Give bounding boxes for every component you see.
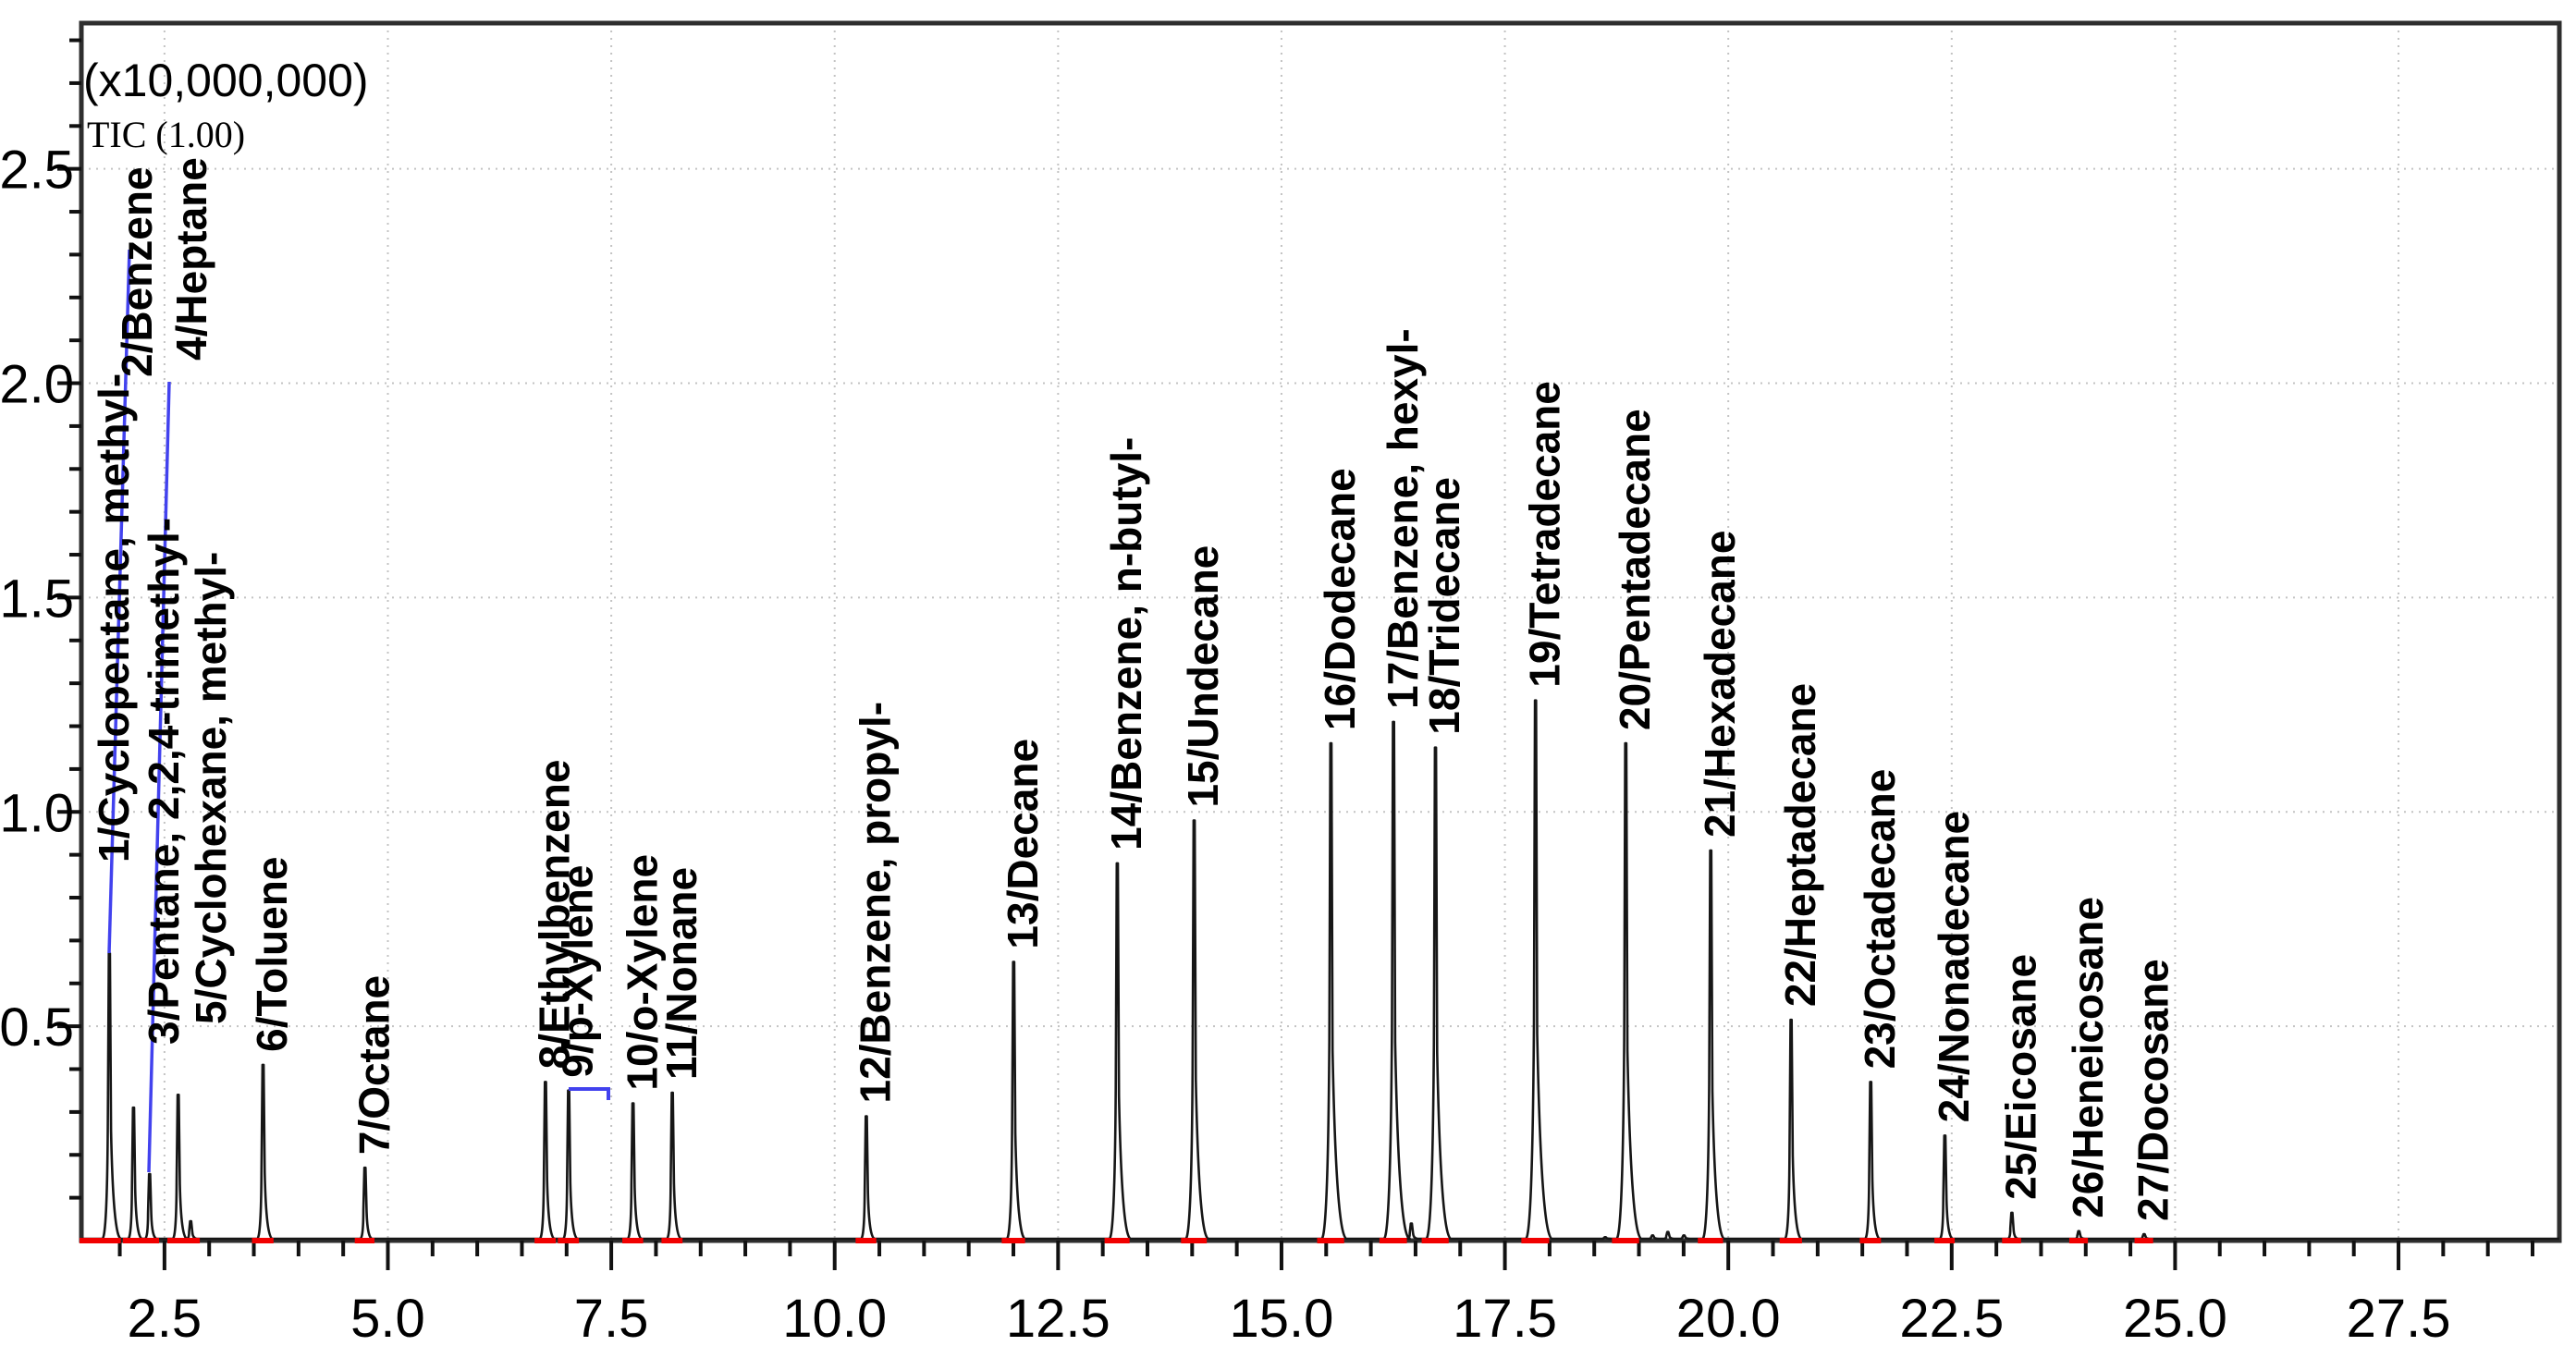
- x-tick-label: 5.0: [350, 1289, 425, 1349]
- y-tick-label: 1.5: [0, 569, 74, 629]
- x-tick-label: 22.5: [1899, 1289, 2004, 1349]
- peak-label: 6/Toluene: [248, 857, 296, 1052]
- y-axis-scale-label: (x10,000,000): [83, 55, 369, 106]
- peak-label: 15/Undecane: [1179, 545, 1227, 808]
- peak-label: 17/Benzene, hexyl-: [1379, 328, 1427, 709]
- peak-label: 16/Dodecane: [1316, 468, 1364, 730]
- peak-label: 27/Docosane: [2129, 959, 2177, 1221]
- peak-label: 12/Benzene, propyl-: [852, 702, 900, 1104]
- peak-label: 7/Octane: [350, 975, 398, 1155]
- peak-label: 1/Cyclopentane, methyl-: [90, 373, 138, 863]
- peak-label: 10/o-Xylene: [618, 854, 666, 1091]
- peak-label: 4/Heptane: [167, 157, 215, 361]
- signal-type-label: TIC (1.00): [87, 114, 246, 155]
- x-tick-label: 25.0: [2123, 1289, 2227, 1349]
- y-tick-label: 1.0: [0, 783, 74, 843]
- peak-label: 19/Tetradecane: [1520, 381, 1568, 688]
- peak-label: 22/Heptadecane: [1776, 683, 1824, 1007]
- x-tick-label: 12.5: [1006, 1289, 1110, 1349]
- y-tick-label: 2.5: [0, 141, 74, 201]
- peak-label: 13/Decane: [999, 739, 1047, 949]
- peak-label: 3/Pentane, 2,2,4-trimethyl-: [140, 518, 188, 1045]
- chromatogram-trace: [81, 699, 2559, 1241]
- peak-label: 24/Nonadecane: [1930, 811, 1978, 1122]
- peak-label: 8/Ethylbenzene: [531, 760, 579, 1070]
- x-tick-label: 2.5: [128, 1289, 202, 1349]
- peak-label: 9/p-Xylene: [554, 865, 602, 1078]
- x-tick-label: 20.0: [1676, 1289, 1781, 1349]
- peak-label: 20/Pentadecane: [1611, 409, 1659, 730]
- peak-label: 2/Benzene: [113, 166, 161, 377]
- peak-label: 18/Tridecane: [1420, 477, 1468, 735]
- peak-label: 21/Hexadecane: [1696, 531, 1744, 838]
- peak-label: 23/Octadecane: [1856, 769, 1904, 1070]
- x-tick-label: 27.5: [2347, 1289, 2451, 1349]
- peak-group-bracket: [569, 1087, 610, 1100]
- peak-label: 5/Cyclohexane, methyl-: [187, 552, 235, 1024]
- peak-label: 26/Heneicosane: [2064, 897, 2112, 1218]
- peak-leader-line: [107, 249, 131, 954]
- x-tick-label: 7.5: [574, 1289, 649, 1349]
- x-tick-label: 10.0: [782, 1289, 887, 1349]
- y-tick-label: 0.5: [0, 997, 74, 1058]
- peak-label: 25/Eicosane: [1997, 954, 2045, 1200]
- y-tick-label: 2.0: [0, 355, 74, 415]
- x-tick-label: 15.0: [1230, 1289, 1334, 1349]
- peak-label: 11/Nonane: [657, 867, 705, 1080]
- peak-leader-line: [147, 381, 171, 1173]
- peak-label: 14/Benzene, n-butyl-: [1102, 437, 1150, 850]
- x-tick-label: 17.5: [1453, 1289, 1557, 1349]
